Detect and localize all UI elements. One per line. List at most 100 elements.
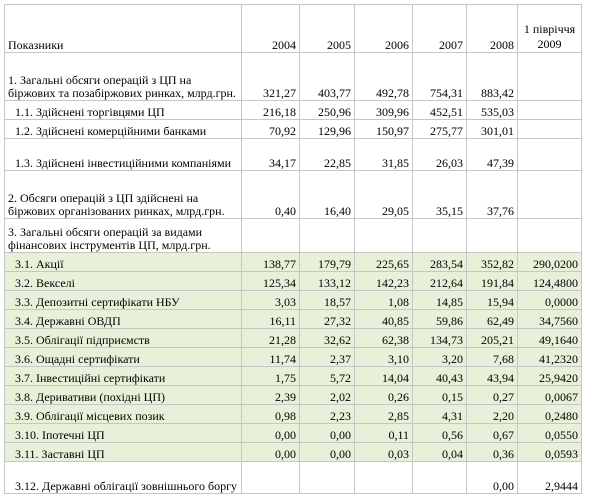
row-label-cell[interactable]: 3.6. Ощадні сертифікати (4, 347, 242, 367)
value-cell[interactable]: 35,15 (412, 170, 467, 219)
value-cell[interactable]: 2,9444 (517, 461, 582, 494)
value-cell[interactable] (517, 119, 582, 139)
value-cell[interactable]: 0,00 (299, 423, 355, 443)
row-label-cell[interactable]: 3.7. Інвестиційні сертифікати (4, 366, 242, 386)
value-cell[interactable]: 0,40 (241, 170, 300, 219)
value-cell[interactable]: 2,85 (354, 404, 413, 424)
value-cell[interactable]: 37,76 (466, 170, 518, 219)
value-cell[interactable]: 5,72 (299, 366, 355, 386)
row-label-cell[interactable]: 3.5. Облігації підприємств (4, 328, 242, 348)
value-cell[interactable]: 142,23 (354, 271, 413, 291)
value-cell[interactable]: 14,85 (412, 290, 467, 310)
header-year-cell[interactable]: 2004 (241, 4, 300, 53)
row-label-cell[interactable]: 3.11. Заставні ЦП (4, 442, 242, 462)
value-cell[interactable]: 7,68 (466, 347, 518, 367)
value-cell[interactable]: 16,11 (241, 309, 300, 329)
value-cell[interactable] (299, 461, 355, 494)
value-cell[interactable]: 212,64 (412, 271, 467, 291)
value-cell[interactable]: 883,42 (466, 52, 518, 101)
value-cell[interactable] (354, 461, 413, 494)
value-cell[interactable]: 2,20 (466, 404, 518, 424)
value-cell[interactable]: 3,20 (412, 347, 467, 367)
value-cell[interactable]: 179,79 (299, 252, 355, 272)
value-cell[interactable]: 452,51 (412, 100, 467, 120)
value-cell[interactable]: 492,78 (354, 52, 413, 101)
value-cell[interactable]: 40,85 (354, 309, 413, 329)
value-cell[interactable]: 754,31 (412, 52, 467, 101)
value-cell[interactable]: 26,03 (412, 138, 467, 171)
value-cell[interactable] (241, 218, 300, 253)
value-cell[interactable]: 250,96 (299, 100, 355, 120)
value-cell[interactable]: 34,7560 (517, 309, 582, 329)
value-cell[interactable] (412, 218, 467, 253)
value-cell[interactable]: 70,92 (241, 119, 300, 139)
value-cell[interactable]: 225,65 (354, 252, 413, 272)
value-cell[interactable]: 49,1640 (517, 328, 582, 348)
value-cell[interactable]: 22,85 (299, 138, 355, 171)
value-cell[interactable]: 352,82 (466, 252, 518, 272)
value-cell[interactable]: 403,77 (299, 52, 355, 101)
value-cell[interactable]: 535,03 (466, 100, 518, 120)
value-cell[interactable]: 124,4800 (517, 271, 582, 291)
value-cell[interactable]: 15,94 (466, 290, 518, 310)
row-label-cell[interactable]: 3. Загальні обсяги операцій за видами фі… (4, 218, 242, 253)
row-label-cell[interactable]: 3.12. Державні облігації зовнішнього бор… (4, 461, 242, 494)
value-cell[interactable]: 0,67 (466, 423, 518, 443)
row-label-cell[interactable]: 1. Загальні обсяги операцій з ЦП на бірж… (4, 52, 242, 101)
value-cell[interactable]: 301,01 (466, 119, 518, 139)
value-cell[interactable] (412, 461, 467, 494)
value-cell[interactable]: 150,97 (354, 119, 413, 139)
row-label-cell[interactable]: 3.10. Іпотечні ЦП (4, 423, 242, 443)
value-cell[interactable]: 205,21 (466, 328, 518, 348)
value-cell[interactable]: 0,26 (354, 385, 413, 405)
value-cell[interactable] (299, 218, 355, 253)
value-cell[interactable]: 321,27 (241, 52, 300, 101)
value-cell[interactable]: 2,02 (299, 385, 355, 405)
value-cell[interactable]: 2,37 (299, 347, 355, 367)
value-cell[interactable]: 14,04 (354, 366, 413, 386)
value-cell[interactable]: 309,96 (354, 100, 413, 120)
row-label-cell[interactable]: 1.2. Здійснені комерційними банками (4, 119, 242, 139)
header-year-cell[interactable]: 2008 (466, 4, 518, 53)
value-cell[interactable] (517, 138, 582, 171)
value-cell[interactable]: 1,08 (354, 290, 413, 310)
value-cell[interactable]: 0,15 (412, 385, 467, 405)
value-cell[interactable]: 0,04 (412, 442, 467, 462)
value-cell[interactable]: 27,32 (299, 309, 355, 329)
value-cell[interactable]: 0,03 (354, 442, 413, 462)
value-cell[interactable]: 47,39 (466, 138, 518, 171)
header-year-cell[interactable]: 1 півріччя 2009 (517, 4, 582, 53)
row-label-cell[interactable]: 2. Обсяги операцій з ЦП здійснені на бір… (4, 170, 242, 219)
value-cell[interactable]: 0,11 (354, 423, 413, 443)
value-cell[interactable]: 2,23 (299, 404, 355, 424)
value-cell[interactable]: 138,77 (241, 252, 300, 272)
value-cell[interactable]: 0,00 (466, 461, 518, 494)
row-label-cell[interactable]: 3.4. Державні ОВДП (4, 309, 242, 329)
value-cell[interactable]: 1,75 (241, 366, 300, 386)
value-cell[interactable]: 0,27 (466, 385, 518, 405)
value-cell[interactable] (517, 218, 582, 253)
row-label-cell[interactable]: 3.9. Облігації місцевих позик (4, 404, 242, 424)
value-cell[interactable]: 34,17 (241, 138, 300, 171)
value-cell[interactable]: 62,49 (466, 309, 518, 329)
value-cell[interactable]: 31,85 (354, 138, 413, 171)
row-label-cell[interactable]: 3.8. Деривативи (похідні ЦП) (4, 385, 242, 405)
value-cell[interactable]: 0,0550 (517, 423, 582, 443)
header-label-cell[interactable]: Показники (4, 4, 242, 53)
value-cell[interactable]: 4,31 (412, 404, 467, 424)
value-cell[interactable]: 29,05 (354, 170, 413, 219)
value-cell[interactable]: 0,00 (299, 442, 355, 462)
value-cell[interactable]: 18,57 (299, 290, 355, 310)
value-cell[interactable]: 0,0593 (517, 442, 582, 462)
value-cell[interactable]: 59,86 (412, 309, 467, 329)
value-cell[interactable]: 0,00 (241, 442, 300, 462)
value-cell[interactable]: 41,2320 (517, 347, 582, 367)
value-cell[interactable]: 0,0000 (517, 290, 582, 310)
value-cell[interactable]: 290,0200 (517, 252, 582, 272)
value-cell[interactable]: 191,84 (466, 271, 518, 291)
value-cell[interactable] (517, 100, 582, 120)
value-cell[interactable]: 0,00 (241, 423, 300, 443)
value-cell[interactable]: 125,34 (241, 271, 300, 291)
value-cell[interactable] (354, 218, 413, 253)
value-cell[interactable]: 3,03 (241, 290, 300, 310)
